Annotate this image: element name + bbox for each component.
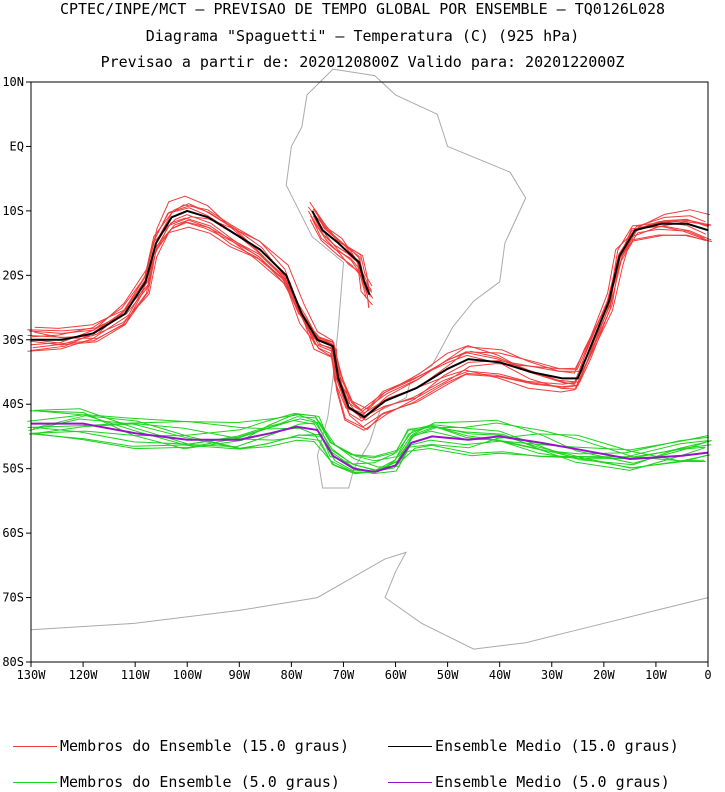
x-tick-label-13: 0 (704, 668, 711, 682)
legend-swatch-members-15 (13, 745, 57, 747)
x-tick-label-11: 20W (593, 668, 615, 682)
y-tick-label-5: 40S (2, 397, 24, 411)
legend-swatch-members-5 (13, 781, 57, 783)
member-line-0-10-0 (33, 221, 713, 413)
map-plot: 130W 120W 110W 100W 90W 80W 70W 60W 50W 40W 30W 20W… (2, 68, 713, 682)
legend-label-members-15: Membros do Ensemble (15.0 graus) (60, 737, 349, 755)
mean-line-0-1 (311, 210, 371, 296)
x-tick-label-6: 70W (333, 668, 355, 682)
y-tick-label-0: 10N (2, 75, 24, 89)
y-tick-label-2: 10S (2, 204, 24, 218)
member-line-0-11-1 (315, 210, 373, 287)
member-line-0-9-0 (30, 203, 712, 431)
x-tick-label-0: 130W (17, 668, 47, 682)
plot-frame (30, 81, 709, 663)
member-line-0-11-0 (27, 219, 711, 410)
ensemble-means-layer (31, 209, 709, 473)
member-line-0-10-1 (307, 210, 369, 289)
legend-item-members-5: Membros do Ensemble (5.0 graus) (13, 773, 340, 791)
legend-label-members-5: Membros do Ensemble (5.0 graus) (60, 773, 340, 791)
member-line-1-4-0 (34, 419, 706, 475)
mean-line-0-0 (31, 209, 709, 419)
member-line-1-10-0 (29, 410, 706, 468)
y-tick-label-3: 20S (2, 268, 24, 282)
legend-label-mean-15: Ensemble Medio (15.0 graus) (435, 737, 679, 755)
legend-item-mean-15: Ensemble Medio (15.0 graus) (388, 737, 679, 755)
chart-validity: Previsao a partir de: 2020120800Z Valido… (100, 53, 625, 71)
member-line-0-6-1 (313, 214, 373, 306)
legend-item-members-15: Membros do Ensemble (15.0 graus) (13, 737, 349, 755)
y-tick-label-8: 70S (2, 591, 24, 605)
coastline-south-america (285, 68, 527, 489)
mean-line-1-0 (31, 422, 709, 473)
x-tick-label-9: 40W (489, 668, 511, 682)
legend-swatch-mean-5 (388, 781, 432, 783)
x-tick-label-12: 10W (645, 668, 667, 682)
x-tick-label-7: 60W (385, 668, 407, 682)
x-tick-label-3: 100W (173, 668, 203, 682)
y-tick-label-4: 30S (2, 333, 24, 347)
member-line-0-0-1 (312, 219, 367, 299)
x-tick-label-2: 110W (121, 668, 151, 682)
x-tick-label-8: 50W (437, 668, 459, 682)
x-tick-label-1: 120W (69, 668, 99, 682)
x-tick-label-10: 30W (541, 668, 563, 682)
member-line-0-3-0 (31, 207, 710, 431)
chart-subtitle: Diagrama "Spaguetti" – Temperatura (C) (… (145, 27, 580, 45)
member-line-0-9-1 (309, 219, 370, 309)
y-tick-label-6: 50S (2, 462, 24, 476)
legend-label-mean-5: Ensemble Medio (5.0 graus) (435, 773, 670, 791)
member-line-0-4-1 (309, 201, 371, 297)
member-line-1-11-0 (31, 412, 711, 469)
coastline-antarctica (30, 551, 709, 650)
x-tick-label-4: 90W (228, 668, 250, 682)
legend-item-mean-5: Ensemble Medio (5.0 graus) (388, 773, 670, 791)
coastline-layer (30, 68, 709, 650)
axis-ticks: 130W 120W 110W 100W 90W 80W 70W 60W 50W 40W 30W 20W… (2, 75, 711, 682)
y-tick-label-7: 60S (2, 526, 24, 540)
legend-swatch-mean-15 (388, 745, 432, 747)
x-tick-label-5: 80W (281, 668, 303, 682)
member-line-0-4-0 (34, 216, 708, 419)
y-tick-label-1: EQ (10, 139, 24, 153)
chart-title: CPTEC/INPE/MCT – PREVISAO DE TEMPO GLOBA… (59, 0, 666, 18)
y-tick-label-9: 80S (2, 655, 24, 669)
